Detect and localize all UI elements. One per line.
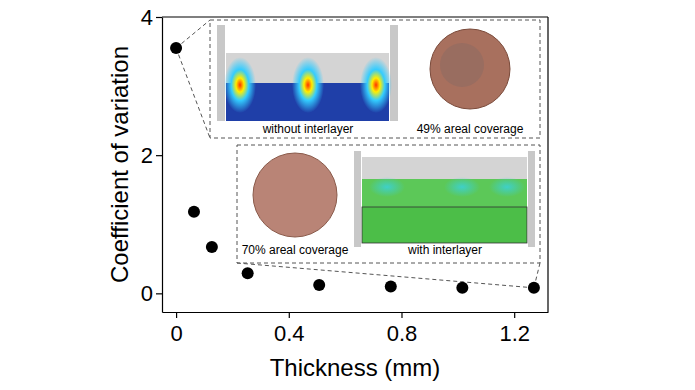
y-axis-line — [162, 18, 163, 313]
inset-label: with interlayer — [407, 243, 482, 257]
x-tick-label: 1.2 — [499, 321, 530, 346]
y-tick-label: 2 — [141, 143, 153, 168]
sim-wall — [390, 25, 398, 121]
x-tick: 0.4 — [274, 312, 305, 346]
chart: 0 0.4 0.8 1.2 0 2 4 without interlayer 49% areal… — [0, 0, 695, 390]
y-tick-mark — [156, 293, 162, 294]
x-axis: 0 0.4 0.8 1.2 — [163, 312, 549, 346]
sim-wall — [354, 151, 361, 247]
sim-top — [362, 157, 527, 179]
data-point — [188, 206, 200, 218]
y-tick-mark — [156, 155, 162, 156]
sim-blot — [444, 177, 480, 197]
y-tick-label: 4 — [141, 5, 153, 30]
sim-interlayer — [362, 207, 527, 243]
data-point — [313, 279, 325, 291]
insets: without interlayer 49% areal coverage 70% … — [176, 20, 540, 288]
inset-label: without interlayer — [262, 122, 354, 136]
inset-label: 49% areal coverage — [417, 122, 524, 136]
sim-field — [226, 113, 389, 121]
x-tick-mark — [289, 312, 290, 318]
inset-box — [210, 20, 540, 138]
frame — [162, 16, 548, 17]
x-tick: 1.2 — [499, 312, 530, 346]
sim-hotspot — [360, 57, 392, 113]
plot: 0 0.4 0.8 1.2 0 2 4 without interlayer 49% areal… — [141, 5, 549, 346]
x-tick-label: 0 — [170, 321, 182, 346]
x-tick-label: 0.8 — [387, 321, 418, 346]
data-point — [170, 42, 182, 54]
data-point — [206, 241, 218, 253]
x-axis-line — [163, 312, 549, 313]
y-tick: 0 — [141, 281, 162, 306]
data-point — [528, 282, 540, 294]
x-tick-mark — [514, 312, 515, 318]
frame — [547, 17, 548, 312]
data-point — [242, 267, 254, 279]
inset-label: 70% areal coverage — [242, 243, 349, 257]
data-point — [456, 282, 468, 294]
y-axis: 0 2 4 — [141, 5, 163, 313]
sim-hotspot — [224, 57, 256, 113]
sim-wall — [528, 151, 535, 247]
sim-wall — [217, 25, 225, 121]
x-tick-mark — [176, 312, 177, 318]
zoom-line — [176, 20, 210, 48]
photo — [253, 153, 337, 237]
x-tick: 0.8 — [387, 312, 418, 346]
x-tick: 0 — [170, 312, 182, 346]
photo — [430, 29, 510, 109]
y-tick: 4 — [141, 5, 162, 30]
inset-box — [237, 145, 540, 263]
sim-blot — [489, 177, 525, 197]
y-axis-title: Coefficient of variation — [106, 46, 133, 283]
photo-shade — [440, 43, 484, 87]
sim-blot — [369, 177, 405, 197]
zoom-line — [176, 48, 210, 138]
sim-hotspot — [292, 57, 324, 113]
y-tick-label: 0 — [141, 281, 153, 306]
x-tick-mark — [401, 312, 402, 318]
y-tick: 2 — [141, 143, 162, 168]
y-tick-mark — [156, 17, 162, 18]
points — [170, 42, 540, 294]
data-point — [385, 280, 397, 292]
x-tick-label: 0.4 — [274, 321, 305, 346]
x-axis-title: Thickness (mm) — [270, 354, 441, 381]
